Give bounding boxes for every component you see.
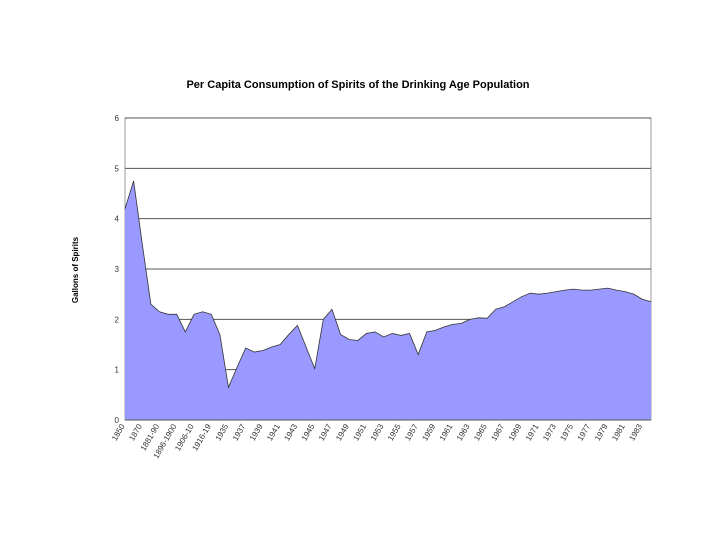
y-axis-label: Gallons of Spirits: [71, 236, 80, 303]
y-tick-label: 4: [115, 215, 120, 224]
x-tick-label: 1945: [300, 422, 317, 442]
x-tick-label: 1959: [420, 422, 437, 442]
x-tick-label: 1850: [110, 422, 127, 442]
y-tick-label: 6: [115, 114, 120, 123]
x-tick-label: 1971: [524, 422, 541, 442]
y-tick-label: 3: [115, 265, 120, 274]
x-tick-label: 1937: [231, 422, 248, 442]
x-tick-label: 1975: [558, 422, 575, 442]
x-tick-label: 1983: [627, 422, 644, 442]
x-tick-label: 1953: [369, 422, 386, 442]
x-tick-label: 1973: [541, 422, 558, 442]
y-tick-label: 5: [115, 164, 120, 173]
x-tick-label: 1870: [127, 422, 144, 442]
x-tick-label: 1949: [334, 422, 351, 442]
x-tick-label: 1947: [317, 422, 334, 442]
x-tick-label: 1969: [507, 422, 524, 442]
x-tick-label: 1939: [248, 422, 265, 442]
y-tick-label: 0: [115, 416, 120, 425]
x-tick-label: 1967: [489, 422, 506, 442]
chart-title: Per Capita Consumption of Spirits of the…: [186, 79, 529, 91]
x-tick-label: 1935: [214, 422, 231, 442]
x-tick-label: 1943: [282, 422, 299, 442]
x-tick-label: 1977: [576, 422, 593, 442]
x-tick-label: 1955: [386, 422, 403, 442]
x-tick-label: 1957: [403, 422, 420, 442]
x-tick-label: 1963: [455, 422, 472, 442]
x-tick-label: 1965: [472, 422, 489, 442]
area: [125, 180, 651, 420]
x-tick-label: 1961: [438, 422, 455, 442]
y-tick-label: 1: [115, 366, 120, 375]
x-tick-label: 1979: [593, 422, 610, 442]
area-outline: [124, 180, 652, 389]
x-tick-label: 1981: [610, 422, 627, 442]
x-tick-label: 1951: [351, 422, 368, 442]
x-tick-label: 1941: [265, 422, 282, 442]
y-tick-label: 2: [115, 315, 120, 324]
